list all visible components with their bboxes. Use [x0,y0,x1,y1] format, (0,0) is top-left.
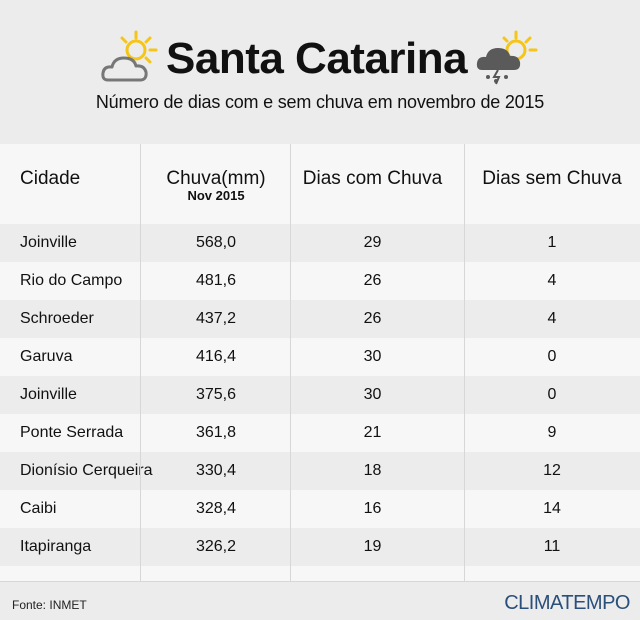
cell-rain-mm: 328,4 [195,500,237,517]
cell-rain-days: 30 [363,386,382,403]
cell-dry-days: 12 [543,462,561,479]
column-header-rain-mm: Chuva(mm) [166,168,266,189]
cell-rain-mm: 416,4 [195,348,237,365]
table-header-row: Cidade Chuva(mm) Nov 2015 Dias com Chuva… [0,144,640,224]
cell-city: Rio do Campo [20,272,123,289]
source-credit: Fonte: INMET [12,598,87,612]
column-divider [464,144,465,581]
page-subtitle: Número de dias com e sem chuva em novemb… [95,92,545,112]
cell-rain-days: 30 [363,348,382,365]
table-row: Itapiranga 326,2 19 11 [0,528,640,566]
header: Santa Catarina Número de dias com e sem … [0,0,640,144]
table-row: Schroeder 437,2 26 4 [0,300,640,338]
column-header-city: Cidade [20,168,81,189]
cell-rain-days: 19 [363,538,382,555]
column-header-dry-days: Dias sem Chuva [482,168,622,189]
cell-city: Dionísio Cerqueira [20,462,153,479]
cell-dry-days: 9 [547,424,557,441]
cell-city: Joinville [20,386,77,403]
rainfall-table: Cidade Chuva(mm) Nov 2015 Dias com Chuva… [0,144,640,581]
cell-rain-days: 18 [363,462,382,479]
cell-rain-mm: 330,4 [195,462,237,479]
cell-city: Itapiranga [20,538,92,555]
cell-dry-days: 14 [543,500,561,517]
column-divider [290,144,291,581]
cell-rain-days: 29 [363,234,382,251]
table-row: Joinville 375,6 30 0 [0,376,640,414]
footer: Fonte: INMET CLIMATEMPO [0,581,640,620]
table-row: Rio do Campo 481,6 26 4 [0,262,640,300]
cell-rain-days: 21 [363,424,382,441]
cell-rain-days: 16 [363,500,382,517]
column-subheader-rain-mm: Nov 2015 [187,188,245,203]
table-row: Garuva 416,4 30 0 [0,338,640,376]
cell-dry-days: 4 [547,310,557,327]
cell-rain-mm: 481,6 [195,272,237,289]
table-row: Caibi 328,4 16 14 [0,490,640,528]
storm-cloud-icon [476,30,538,85]
cell-dry-days: 1 [547,234,557,251]
cell-city: Caibi [20,500,57,517]
cell-dry-days: 0 [547,348,557,365]
partly-cloudy-icon [101,30,158,82]
cell-rain-days: 26 [363,310,382,327]
cell-rain-mm: 437,2 [195,310,237,327]
cell-rain-mm: 361,8 [195,424,237,441]
table-row: Dionísio Cerqueira 330,4 18 12 [0,452,640,490]
cell-dry-days: 11 [543,538,561,555]
cell-city: Schroeder [20,310,94,327]
cell-rain-mm: 375,6 [195,386,237,403]
cell-city: Ponte Serrada [20,424,124,441]
cell-city: Joinville [20,234,77,251]
brand-logo: CLIMATEMPO [504,592,630,614]
cell-rain-days: 26 [363,272,382,289]
table-filler-row [0,566,640,581]
cell-dry-days: 4 [547,272,557,289]
column-header-rain-days: Dias com Chuva [302,168,443,189]
table-row: Joinville 568,0 29 1 [0,224,640,262]
page-title: Santa Catarina [166,34,468,83]
cell-city: Garuva [20,348,73,365]
cell-dry-days: 0 [547,386,557,403]
cell-rain-mm: 326,2 [195,538,237,555]
table-row: Ponte Serrada 361,8 21 9 [0,414,640,452]
cell-rain-mm: 568,0 [195,234,237,251]
column-divider [140,144,141,581]
